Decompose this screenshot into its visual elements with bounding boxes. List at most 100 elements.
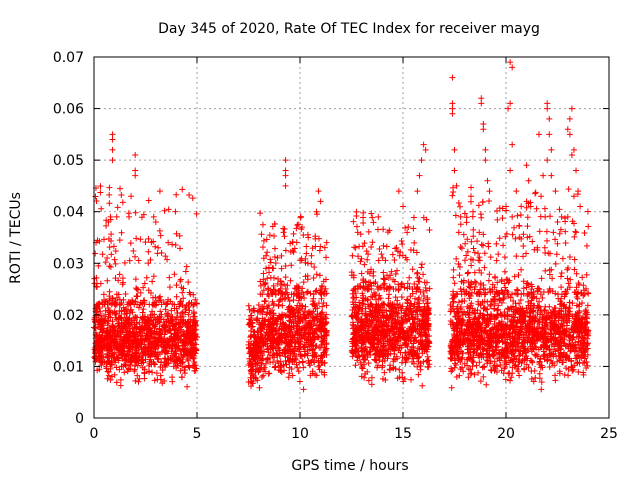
data-point	[136, 375, 143, 382]
data-point	[114, 294, 121, 301]
data-point	[541, 244, 548, 251]
data-point	[418, 261, 425, 268]
data-point	[173, 282, 180, 289]
data-point	[190, 362, 197, 369]
data-point	[368, 374, 375, 381]
data-point	[158, 359, 165, 366]
data-point	[470, 245, 477, 252]
data-point	[133, 329, 140, 336]
data-point	[485, 243, 492, 250]
data-point	[297, 214, 304, 221]
data-point	[116, 237, 123, 244]
data-point	[115, 354, 122, 361]
data-point	[108, 251, 115, 258]
data-point	[364, 256, 371, 263]
data-point	[419, 382, 426, 389]
data-point	[181, 304, 188, 311]
data-point	[145, 260, 152, 267]
data-point	[493, 240, 500, 247]
data-point	[248, 360, 255, 367]
data-point	[193, 210, 200, 217]
data-point	[533, 205, 540, 212]
data-point	[450, 274, 457, 281]
data-point	[191, 367, 198, 374]
data-point	[120, 350, 127, 357]
data-point	[380, 276, 387, 283]
data-point	[137, 299, 144, 306]
data-point	[145, 368, 152, 375]
data-point	[101, 236, 108, 243]
data-point	[158, 249, 165, 256]
data-point	[175, 356, 182, 362]
data-point	[511, 273, 518, 280]
data-point	[449, 192, 456, 199]
data-point	[117, 376, 124, 383]
data-point	[553, 251, 560, 258]
data-point	[256, 384, 263, 391]
data-point	[480, 242, 487, 249]
data-point	[137, 332, 144, 339]
data-point	[144, 348, 151, 355]
data-point	[140, 284, 147, 291]
data-point	[178, 310, 185, 317]
data-point	[467, 198, 474, 205]
data-point	[151, 299, 158, 306]
data-point	[448, 384, 455, 391]
data-point	[141, 320, 148, 327]
data-point	[279, 302, 286, 309]
data-point	[353, 223, 360, 230]
data-point	[161, 378, 168, 385]
data-point	[97, 189, 104, 196]
data-point	[117, 343, 124, 350]
data-point	[179, 320, 186, 327]
data-point	[150, 317, 157, 324]
data-point	[414, 363, 421, 370]
data-point	[247, 374, 254, 381]
data-point	[391, 256, 398, 263]
data-point	[475, 250, 482, 257]
data-point	[316, 272, 323, 279]
data-point	[405, 223, 412, 230]
data-point	[457, 244, 464, 251]
data-point	[130, 247, 137, 254]
data-point	[558, 270, 565, 277]
data-point	[258, 231, 265, 238]
data-point	[165, 296, 172, 303]
data-point	[313, 271, 320, 278]
data-point	[426, 226, 433, 233]
data-point	[310, 275, 317, 282]
data-point	[139, 316, 146, 323]
data-point	[102, 307, 109, 314]
data-point	[266, 232, 273, 239]
data-point	[351, 244, 358, 251]
data-point	[94, 303, 101, 310]
data-point	[145, 235, 152, 242]
data-point	[132, 209, 139, 216]
data-point	[104, 255, 111, 262]
data-point	[118, 229, 125, 236]
data-point	[562, 218, 569, 225]
data-point	[182, 364, 189, 371]
data-point	[158, 334, 165, 341]
data-point	[272, 245, 279, 252]
data-point	[171, 271, 178, 278]
data-point	[118, 363, 125, 370]
data-point	[96, 349, 103, 356]
data-point	[259, 244, 266, 251]
data-point	[104, 368, 111, 375]
data-point	[162, 356, 169, 362]
data-point	[463, 219, 470, 226]
data-point	[287, 277, 294, 284]
data-point	[451, 280, 458, 287]
data-point	[455, 199, 462, 206]
data-point	[109, 333, 116, 340]
data-point	[177, 276, 184, 283]
data-point	[150, 273, 157, 280]
data-point	[420, 271, 427, 278]
data-point	[360, 214, 367, 221]
data-point	[184, 383, 191, 390]
data-point	[118, 314, 125, 321]
data-point	[190, 355, 197, 362]
data-point	[389, 251, 396, 258]
